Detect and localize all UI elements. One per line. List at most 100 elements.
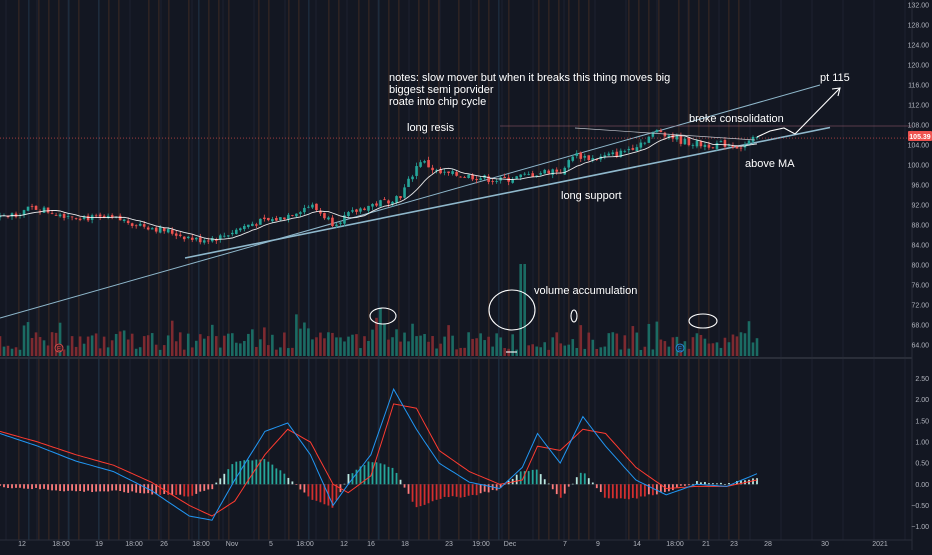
volume-bar: [719, 347, 723, 356]
session-band: [728, 0, 730, 540]
earnings-badge-label: E: [57, 347, 61, 353]
volume-bar: [283, 332, 286, 356]
candle-body: [447, 171, 450, 173]
candle-body: [106, 215, 110, 218]
macd-histogram-bar: [123, 484, 126, 493]
candle-body: [503, 176, 506, 179]
candle-body: [467, 174, 470, 178]
volume-bar: [439, 343, 442, 356]
price-tick-label: 96.00: [911, 183, 929, 190]
candle-body: [94, 215, 98, 217]
macd-histogram-bar: [367, 461, 370, 485]
volume-circle: [688, 313, 718, 329]
notes-line-1: notes: slow mover but when it breaks thi…: [389, 72, 670, 84]
macd-histogram-bar: [379, 463, 382, 485]
candle-body: [683, 138, 687, 145]
candle-body: [535, 175, 539, 177]
notes-line-3: roate into chip cycle: [389, 96, 486, 108]
price-tick-label: 116.00: [908, 83, 929, 90]
volume-bar: [259, 339, 262, 356]
macd-histogram-bar: [111, 484, 114, 491]
candle-body: [158, 226, 162, 233]
macd-histogram-bar: [151, 484, 154, 495]
volume-bar: [222, 335, 226, 356]
volume-bar: [495, 333, 498, 356]
volume-bar: [162, 345, 166, 356]
candle-body: [655, 130, 659, 133]
macd-histogram-bar: [551, 484, 554, 490]
macd-histogram-bar: [235, 461, 238, 485]
candle-body: [487, 176, 490, 182]
volume-bar: [375, 317, 378, 356]
candle-body: [251, 223, 254, 226]
candle-body: [639, 142, 643, 148]
candle-body: [631, 148, 635, 150]
macd-histogram-bar: [87, 484, 90, 491]
macd-histogram-bar: [315, 484, 318, 501]
volume-bar: [643, 346, 647, 356]
macd-histogram-bar: [331, 484, 334, 508]
volume-bar: [487, 336, 490, 356]
candle-body: [259, 218, 262, 225]
session-band: [398, 0, 400, 540]
volume-bar: [607, 333, 611, 356]
candle-body: [575, 153, 579, 156]
volume-bar: [755, 338, 759, 356]
session-band: [458, 0, 460, 540]
macd-tick-label: 0.00: [915, 482, 929, 489]
candle-body: [391, 201, 394, 205]
session-band: [538, 0, 540, 540]
price-tick-label: 84.00: [911, 243, 929, 250]
volume-bar: [267, 345, 270, 356]
volume-bar: [66, 345, 70, 356]
session-band: [648, 0, 650, 540]
volume-bar: [275, 349, 278, 356]
macd-histogram-bar: [47, 484, 49, 490]
macd-histogram-bar: [291, 481, 294, 485]
candle-body: [703, 144, 707, 147]
pt-115-label: pt 115: [820, 72, 850, 84]
macd-histogram-bar: [299, 484, 302, 490]
volume-bar: [243, 340, 246, 356]
volume-bar: [190, 347, 194, 356]
price-tick-label: 68.00: [911, 323, 929, 330]
candle-body: [459, 176, 462, 178]
macd-histogram-bar: [647, 484, 650, 495]
macd-histogram-bar: [559, 484, 562, 498]
earnings-badge: [675, 343, 685, 353]
volume-bar: [271, 334, 274, 356]
price-tick-label: 64.00: [911, 343, 929, 350]
volume-bar: [683, 341, 687, 356]
volume-bar: [699, 334, 703, 356]
candle-body: [435, 169, 438, 171]
macd-histogram-bar: [203, 484, 206, 491]
macd-histogram-bar: [395, 472, 398, 485]
candle-body: [619, 150, 623, 157]
volume-bar: [571, 339, 575, 356]
candle-body: [255, 224, 258, 226]
candle-body: [170, 229, 174, 234]
macd-histogram-bar: [343, 483, 346, 485]
volume-bar: [206, 336, 210, 356]
candle-body: [415, 166, 418, 176]
time-tick-label: 18:00: [52, 541, 70, 548]
time-tick-label: 5: [269, 541, 273, 548]
volume-bar: [691, 337, 695, 356]
broke-consolidation-label: broke consolidation: [689, 113, 784, 125]
macd-histogram-bar: [279, 470, 282, 485]
volume-bar: [214, 336, 218, 356]
session-band: [288, 0, 290, 540]
volume-circle: [369, 307, 397, 325]
session-band: [588, 0, 590, 540]
axes: 64.0068.0072.0076.0080.0084.0088.0092.00…: [18, 3, 929, 549]
macd-histogram-bar: [595, 484, 598, 489]
candle-body: [363, 208, 366, 211]
candle-body: [218, 235, 222, 240]
volume-bar: [415, 336, 418, 356]
macd-histogram-bar: [391, 467, 394, 485]
macd-histogram-bar: [563, 484, 566, 494]
candle-body: [110, 215, 114, 218]
volume-bar: [166, 335, 170, 356]
macd-histogram-bar: [91, 484, 94, 493]
